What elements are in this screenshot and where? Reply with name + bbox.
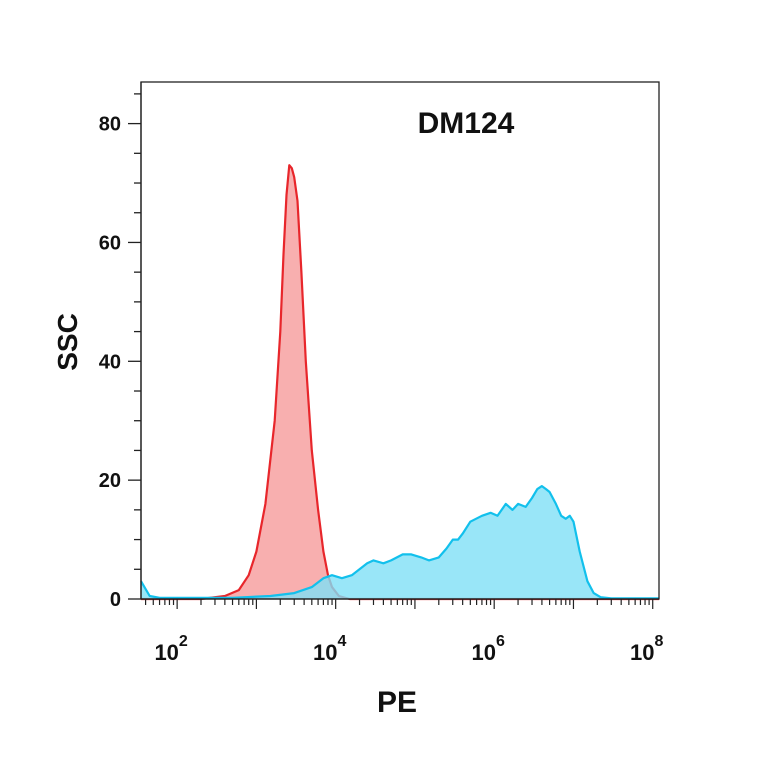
x-axis-title: PE [377, 686, 417, 719]
x-tick-base: 10 [630, 640, 654, 665]
x-tick-label: 104 [313, 633, 346, 665]
x-tick-exponent: 2 [179, 633, 188, 650]
x-tick-base: 10 [154, 640, 178, 665]
x-axis: 102 104 106 108 [141, 598, 664, 665]
x-tick-label: 108 [630, 633, 663, 665]
x-tick-label: 102 [154, 633, 187, 665]
y-tick-label: 20 [99, 470, 121, 492]
plot-frame [140, 81, 660, 600]
series-layer [140, 164, 659, 601]
y-tick-label: 0 [110, 589, 121, 611]
x-tick-label: 106 [472, 633, 505, 665]
x-tick-exponent: 4 [337, 633, 346, 650]
x-tick-exponent: 8 [655, 633, 664, 650]
y-tick-label: 60 [99, 232, 121, 254]
plot-area [140, 81, 660, 601]
y-axis: 0 20 40 60 80 [99, 82, 142, 611]
series-1-line [141, 164, 659, 601]
x-tick-base: 10 [313, 640, 337, 665]
x-tick-exponent: 6 [496, 633, 505, 650]
y-axis-title: SSC [52, 313, 83, 371]
series-2-area [141, 486, 659, 599]
x-tick-base: 10 [472, 640, 496, 665]
series-2-line [140, 485, 659, 600]
y-tick-label: 40 [99, 351, 121, 373]
series-1-area [141, 165, 659, 599]
y-tick-label: 80 [99, 114, 121, 136]
chart-title: DM124 [418, 107, 515, 140]
